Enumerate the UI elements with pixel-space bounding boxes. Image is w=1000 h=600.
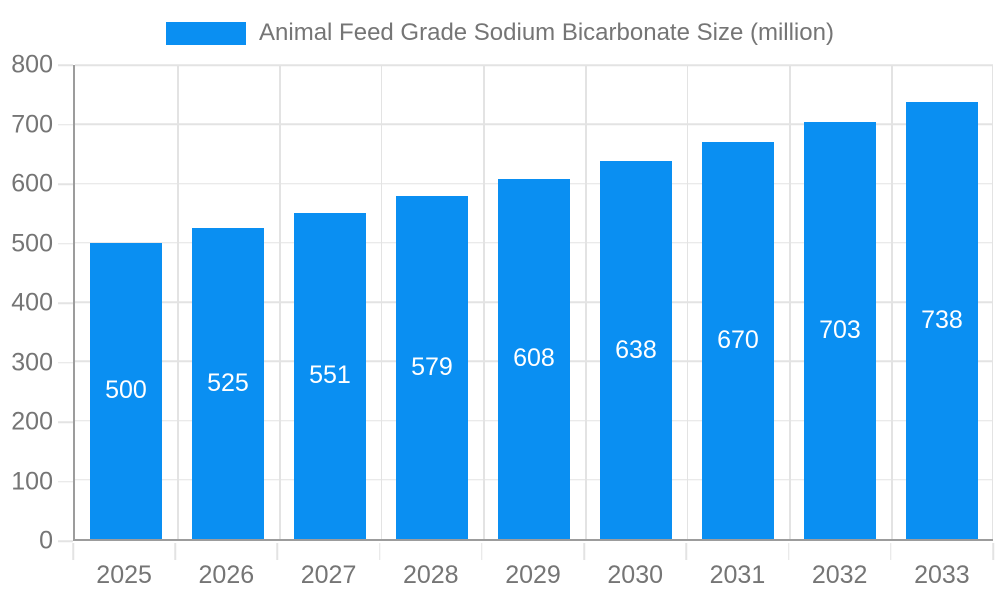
y-axis-tick-label: 500 [11,229,53,257]
x-axis-tick [583,543,585,560]
x-axis: 2025 2026 2027 2028 2029 2030 2031 2032 2033 [72,543,994,600]
y-axis-tick [58,64,73,66]
bar-value-label: 525 [207,368,249,397]
y-axis-tick-label: 400 [11,288,53,317]
chart-title: Animal Feed Grade Sodium Bicarbonate Siz… [259,19,834,46]
x-axis-tick-label: 2025 [96,561,152,589]
y-axis-tick-label: 200 [11,407,53,436]
bar[interactable]: 703 [803,122,877,539]
y-axis-tick [58,361,73,364]
x-axis-tick-label: 2032 [811,561,868,589]
x-axis-tick-label: 2031 [709,561,766,589]
bar[interactable]: 525 [191,227,265,539]
x-axis-tick-label: 2027 [300,561,357,589]
vertical-gridline [789,65,791,539]
vertical-gridline [991,65,993,539]
y-axis-tick-label: 0 [39,526,53,555]
y-axis-tick-label: 600 [11,169,53,198]
horizontal-gridline [75,123,993,125]
bar[interactable]: 670 [701,142,775,539]
x-axis-tick [276,543,279,560]
bar-value-label: 670 [717,326,759,355]
x-axis-tick-label: 2026 [198,561,255,589]
y-axis-tick [58,183,73,185]
vertical-gridline [483,65,485,539]
y-axis: 0 100 200 300 400 500 600 700 800 [0,51,73,555]
bar-value-label: 500 [105,376,147,405]
y-axis-tick [58,123,73,126]
y-axis-tick-label: 300 [11,348,53,376]
x-axis-tick-label: 2028 [402,561,459,589]
bar-value-label: 703 [819,316,861,345]
vertical-gridline [177,65,179,539]
y-axis-tick-label: 800 [11,50,53,79]
chart-legend[interactable]: Animal Feed Grade Sodium Bicarbonate Siz… [0,19,1000,47]
y-axis-tick-label: 100 [11,467,53,495]
x-axis-tick [992,543,994,560]
y-axis-tick [58,421,73,423]
x-axis-tick [378,543,381,560]
y-axis-tick [58,540,73,542]
x-axis-tick [481,543,483,560]
bar[interactable]: 608 [497,178,571,539]
bar[interactable]: 638 [599,161,673,539]
y-axis-tick-label: 700 [11,110,53,138]
bar[interactable]: 579 [395,195,469,539]
x-axis-tick-label: 2030 [607,561,664,589]
x-axis-tick-label: 2033 [914,561,970,589]
bar-value-label: 608 [513,344,555,373]
bar[interactable]: 738 [905,101,979,539]
y-axis-tick [58,302,73,304]
plot-area: 500 525 551 579 608 638 670 703 738 [73,64,993,541]
bar-value-label: 738 [921,305,963,334]
x-axis-tick [787,543,790,560]
vertical-gridline [380,65,383,539]
x-axis-tick [890,543,892,560]
x-axis-tick-label: 2029 [505,561,561,589]
legend-swatch-icon [166,21,247,45]
x-axis-tick [72,543,74,560]
y-axis-tick [58,480,73,483]
vertical-gridline [686,65,689,539]
vertical-gridline [891,65,893,539]
x-axis-tick [685,543,688,560]
vertical-gridline [585,65,587,539]
vertical-gridline [279,65,281,539]
bar[interactable]: 551 [293,212,367,539]
bar-value-label: 551 [309,361,351,390]
bar-value-label: 638 [615,335,657,364]
bar[interactable]: 500 [89,242,163,539]
bar-value-label: 579 [411,352,453,381]
y-axis-tick [58,242,73,245]
x-axis-tick [174,543,176,560]
horizontal-gridline [75,64,993,66]
